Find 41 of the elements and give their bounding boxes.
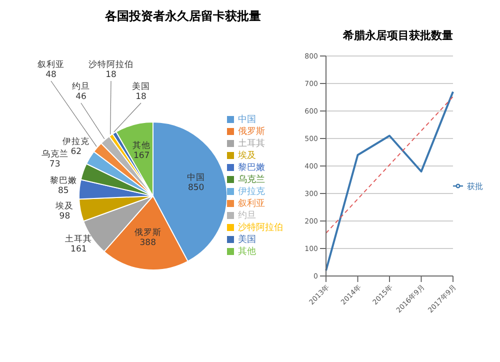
data-label: 62: [70, 147, 82, 158]
data-label: 18: [106, 70, 116, 80]
data-label: 161: [70, 244, 87, 255]
data-label: 167: [133, 151, 150, 162]
legend-label: 叙利亚: [238, 199, 265, 209]
chart-title: 各国投资者永久居留卡获批量: [104, 8, 262, 25]
slice-label: 沙特阿拉伯: [88, 59, 134, 70]
slice-label: 俄罗斯: [134, 227, 162, 238]
data-label: 85: [58, 186, 69, 196]
legend-label: 埃及: [238, 151, 256, 161]
legend-label: 其他: [238, 247, 256, 257]
slice-label: 乌克兰: [41, 148, 68, 160]
data-label: 73: [49, 160, 60, 170]
data-label: 48: [46, 70, 56, 80]
data-label: 388: [140, 238, 156, 248]
data-label: 850: [188, 183, 204, 194]
line-series: [325, 90, 454, 272]
slice-label: 埃及: [54, 200, 74, 212]
slice-label: 中国: [187, 172, 206, 184]
line-series: [326, 96, 454, 234]
slice-label: 伊拉克: [62, 136, 90, 148]
slice-label: 黎巴嫩: [50, 174, 77, 186]
legend-label: 中国: [238, 115, 256, 125]
slice-label: 约旦: [72, 81, 90, 92]
data-label: 46: [76, 92, 86, 102]
data-label: 18: [136, 92, 146, 102]
legend-label: 乌克兰: [238, 175, 265, 185]
legend-label: 黎巴嫩: [238, 163, 265, 173]
slice-label: 其他: [132, 140, 151, 152]
legend-label: 俄罗斯: [238, 127, 265, 137]
legend-label: 土耳其: [238, 139, 265, 149]
legend-label: 约旦: [238, 211, 256, 221]
slice-label: 美国: [132, 81, 150, 92]
legend-label: 获批: [467, 182, 483, 190]
legend-label: 沙特阿拉伯: [238, 223, 283, 233]
slice-label: 土耳其: [65, 234, 92, 245]
slice-label: 叙利亚: [38, 59, 64, 70]
legend-label: 伊拉克: [238, 187, 265, 197]
data-label: 98: [59, 211, 70, 222]
legend-label: 美国: [238, 235, 256, 245]
chart-title: 希腊永居项目获批数量: [342, 28, 454, 44]
